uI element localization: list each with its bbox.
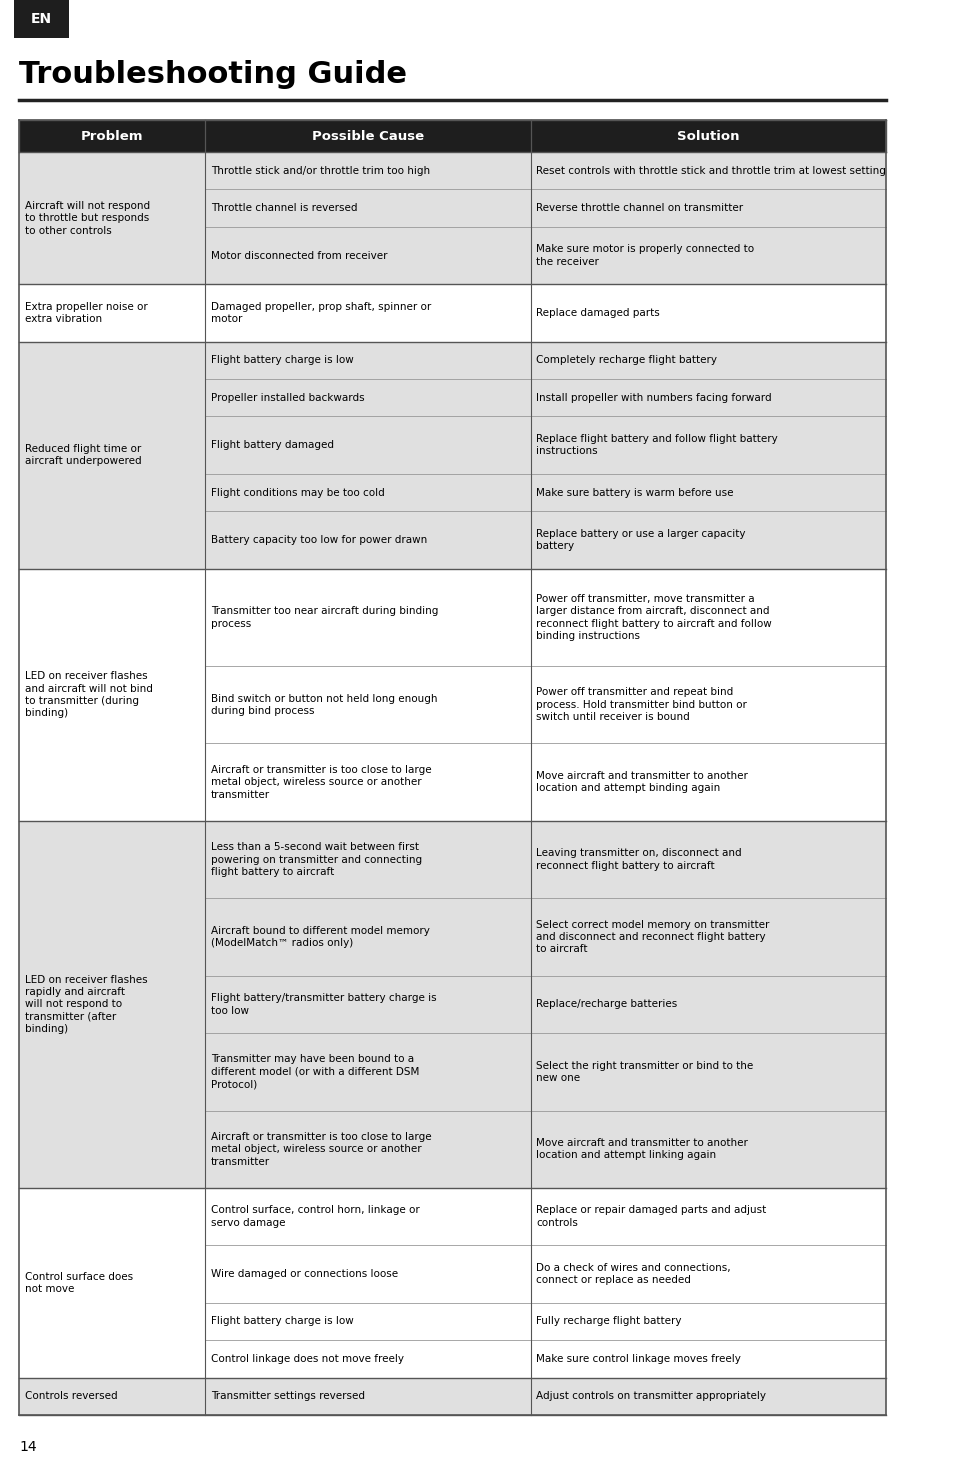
Text: Aircraft bound to different model memory
(ModelMatch™ radios only): Aircraft bound to different model memory…: [211, 926, 430, 948]
Text: Possible Cause: Possible Cause: [312, 130, 424, 143]
Bar: [19, 119, 885, 152]
Text: Reduced flight time or
aircraft underpowered: Reduced flight time or aircraft underpow…: [25, 444, 141, 466]
Bar: [19, 1187, 885, 1378]
Text: Power off transmitter and repeat bind
process. Hold transmitter bind button or
s: Power off transmitter and repeat bind pr…: [536, 687, 746, 723]
Text: Solution: Solution: [677, 130, 740, 143]
Text: Select correct model memory on transmitter
and disconnect and reconnect flight b: Select correct model memory on transmitt…: [536, 919, 769, 954]
Text: Install propeller with numbers facing forward: Install propeller with numbers facing fo…: [536, 392, 771, 403]
Text: Control linkage does not move freely: Control linkage does not move freely: [211, 1354, 404, 1364]
Text: Propeller installed backwards: Propeller installed backwards: [211, 392, 364, 403]
Text: Damaged propeller, prop shaft, spinner or
motor: Damaged propeller, prop shaft, spinner o…: [211, 302, 431, 324]
Text: Replace or repair damaged parts and adjust
controls: Replace or repair damaged parts and adju…: [536, 1205, 766, 1227]
Text: Replace battery or use a larger capacity
battery: Replace battery or use a larger capacity…: [536, 528, 745, 552]
Text: Problem: Problem: [81, 130, 143, 143]
Text: Motor disconnected from receiver: Motor disconnected from receiver: [211, 251, 387, 261]
Bar: [19, 152, 885, 285]
Text: Transmitter may have been bound to a
different model (or with a different DSM
Pr: Transmitter may have been bound to a dif…: [211, 1055, 419, 1089]
Text: Move aircraft and transmitter to another
location and attempt binding again: Move aircraft and transmitter to another…: [536, 771, 747, 794]
Text: Bind switch or button not held long enough
during bind process: Bind switch or button not held long enou…: [211, 693, 437, 715]
Text: Leaving transmitter on, disconnect and
reconnect flight battery to aircraft: Leaving transmitter on, disconnect and r…: [536, 848, 741, 870]
Text: Battery capacity too low for power drawn: Battery capacity too low for power drawn: [211, 535, 427, 544]
Bar: [19, 285, 885, 342]
Text: EN: EN: [31, 12, 52, 27]
Text: Reset controls with throttle stick and throttle trim at lowest setting: Reset controls with throttle stick and t…: [536, 165, 885, 176]
Text: Troubleshooting Guide: Troubleshooting Guide: [19, 60, 407, 88]
Text: Controls reversed: Controls reversed: [25, 1391, 117, 1401]
Text: Do a check of wires and connections,
connect or replace as needed: Do a check of wires and connections, con…: [536, 1263, 730, 1285]
Text: LED on receiver flashes
and aircraft will not bind
to transmitter (during
bindin: LED on receiver flashes and aircraft wil…: [25, 671, 152, 718]
Text: Power off transmitter, move transmitter a
larger distance from aircraft, disconn: Power off transmitter, move transmitter …: [536, 594, 771, 642]
Bar: [19, 342, 885, 569]
Text: Flight battery charge is low: Flight battery charge is low: [211, 355, 354, 366]
Text: Flight battery/transmitter battery charge is
too low: Flight battery/transmitter battery charg…: [211, 993, 436, 1016]
Text: Replace flight battery and follow flight battery
instructions: Replace flight battery and follow flight…: [536, 434, 778, 456]
Text: Aircraft or transmitter is too close to large
metal object, wireless source or a: Aircraft or transmitter is too close to …: [211, 766, 432, 799]
Text: Aircraft or transmitter is too close to large
metal object, wireless source or a: Aircraft or transmitter is too close to …: [211, 1131, 432, 1167]
Text: Fully recharge flight battery: Fully recharge flight battery: [536, 1317, 681, 1326]
Text: Less than a 5-second wait between first
powering on transmitter and connecting
f: Less than a 5-second wait between first …: [211, 842, 422, 878]
Text: Flight conditions may be too cold: Flight conditions may be too cold: [211, 488, 384, 497]
Text: Select the right transmitter or bind to the
new one: Select the right transmitter or bind to …: [536, 1061, 753, 1083]
Text: Aircraft will not respond
to throttle but responds
to other controls: Aircraft will not respond to throttle bu…: [25, 201, 150, 236]
Text: Make sure control linkage moves freely: Make sure control linkage moves freely: [536, 1354, 740, 1364]
Text: 14: 14: [19, 1440, 36, 1454]
Text: Replace damaged parts: Replace damaged parts: [536, 308, 659, 319]
Text: Transmitter too near aircraft during binding
process: Transmitter too near aircraft during bin…: [211, 606, 438, 628]
Text: Flight battery charge is low: Flight battery charge is low: [211, 1317, 354, 1326]
Text: Completely recharge flight battery: Completely recharge flight battery: [536, 355, 717, 366]
Text: Extra propeller noise or
extra vibration: Extra propeller noise or extra vibration: [25, 302, 148, 324]
Text: Wire damaged or connections loose: Wire damaged or connections loose: [211, 1268, 398, 1279]
Text: Move aircraft and transmitter to another
location and attempt linking again: Move aircraft and transmitter to another…: [536, 1139, 747, 1161]
Text: Make sure battery is warm before use: Make sure battery is warm before use: [536, 488, 733, 497]
Bar: [19, 1378, 885, 1415]
Bar: [19, 822, 885, 1187]
Text: Reverse throttle channel on transmitter: Reverse throttle channel on transmitter: [536, 204, 742, 212]
Text: Control surface, control horn, linkage or
servo damage: Control surface, control horn, linkage o…: [211, 1205, 419, 1227]
Text: Throttle channel is reversed: Throttle channel is reversed: [211, 204, 357, 212]
Text: Control surface does
not move: Control surface does not move: [25, 1271, 132, 1294]
Text: Throttle stick and/or throttle trim too high: Throttle stick and/or throttle trim too …: [211, 165, 430, 176]
Text: Replace/recharge batteries: Replace/recharge batteries: [536, 1000, 677, 1009]
Text: Adjust controls on transmitter appropriately: Adjust controls on transmitter appropria…: [536, 1391, 765, 1401]
Bar: [14, 0, 70, 38]
Bar: [19, 569, 885, 822]
Text: LED on receiver flashes
rapidly and aircraft
will not respond to
transmitter (af: LED on receiver flashes rapidly and airc…: [25, 975, 147, 1034]
Text: Make sure motor is properly connected to
the receiver: Make sure motor is properly connected to…: [536, 245, 754, 267]
Text: Flight battery damaged: Flight battery damaged: [211, 440, 334, 450]
Text: Transmitter settings reversed: Transmitter settings reversed: [211, 1391, 365, 1401]
